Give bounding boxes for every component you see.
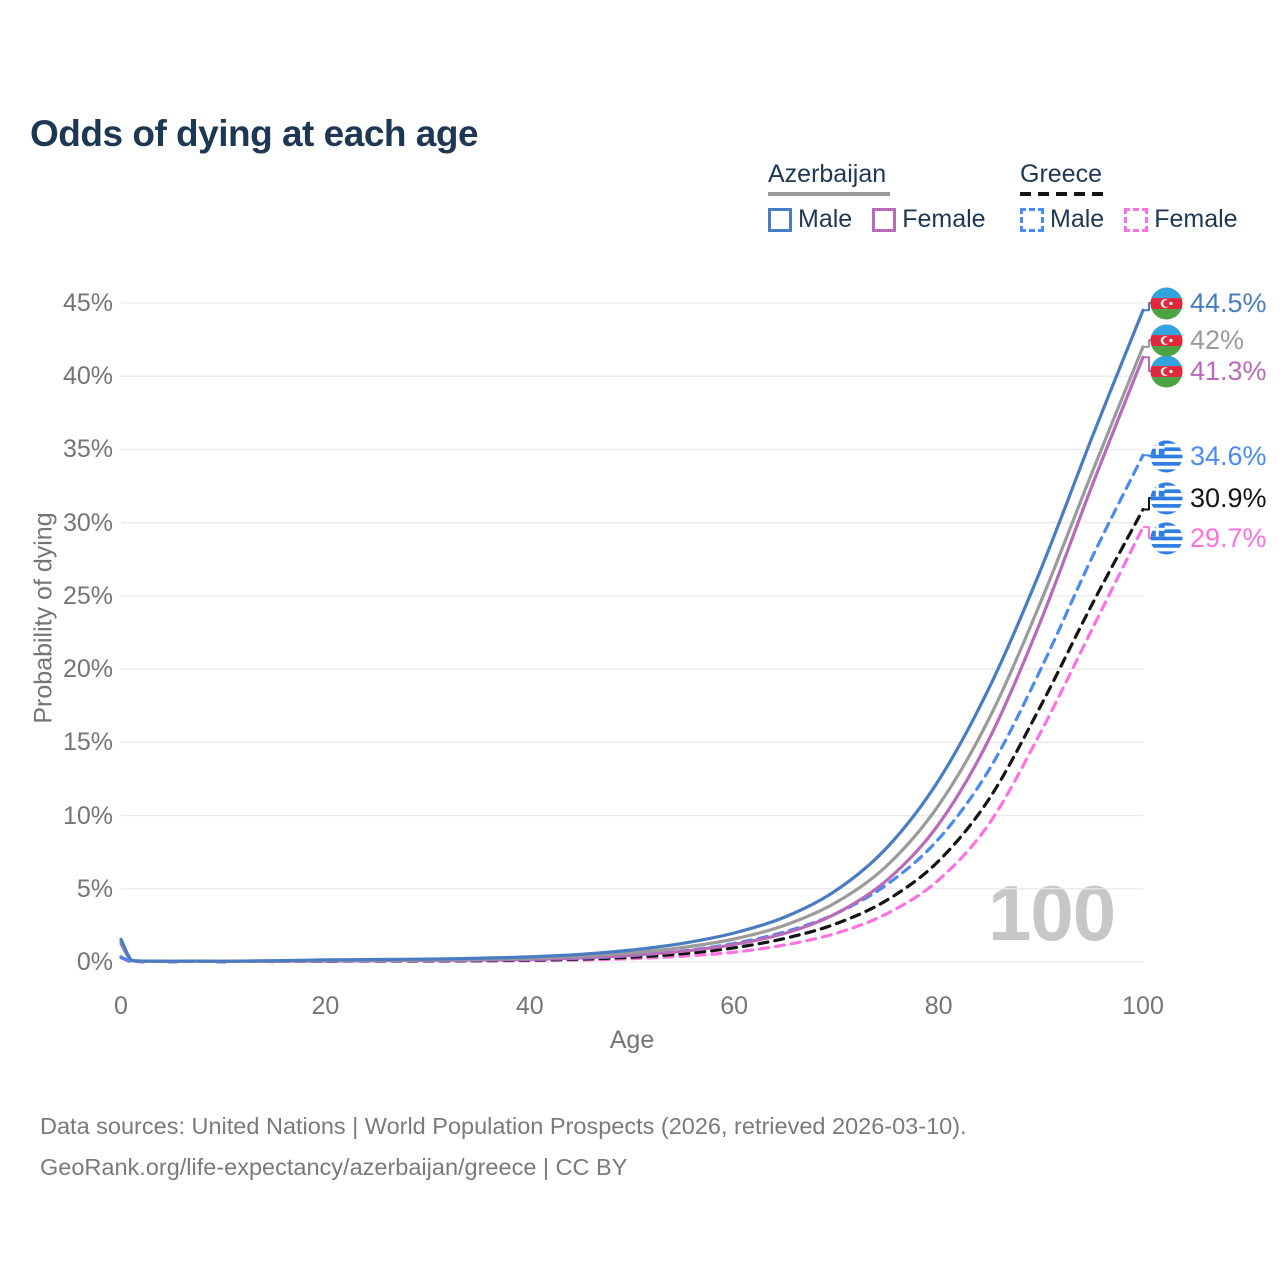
y-tick-label: 35% bbox=[62, 435, 113, 464]
legend-header-azerbaijan: Azerbaijan bbox=[768, 160, 887, 188]
y-tick-label: 10% bbox=[62, 801, 113, 830]
series-end-value: 34.6% bbox=[1190, 440, 1267, 471]
series-end-value: 30.9% bbox=[1190, 482, 1267, 513]
y-tick-label: 40% bbox=[62, 362, 113, 391]
x-axis-title: Age bbox=[609, 1026, 655, 1054]
legend-item-label: Male bbox=[1050, 205, 1105, 233]
x-tick-label: 20 bbox=[311, 992, 340, 1020]
country-flag-icon bbox=[1150, 522, 1183, 555]
legend-items-azerbaijan: Male Female bbox=[768, 205, 986, 234]
legend-swatch-solid-purple-icon bbox=[872, 207, 897, 232]
x-tick-label: 60 bbox=[720, 992, 749, 1020]
legend-group-greece: Greece Male Female bbox=[1020, 160, 1238, 234]
footer-attribution-line: GeoRank.org/life-expectancy/azerbaijan/g… bbox=[40, 1154, 628, 1180]
series-end-value: 44.5% bbox=[1190, 287, 1267, 318]
series-end-label: 29.7% bbox=[1150, 521, 1267, 555]
legend-item-greece-male[interactable]: Male bbox=[1020, 205, 1104, 234]
legend-underline-azerbaijan bbox=[768, 192, 890, 196]
footer-sources-line: Data sources: United Nations | World Pop… bbox=[40, 1113, 967, 1139]
y-tick-label: 0% bbox=[76, 948, 113, 976]
series-end-label: 34.6% bbox=[1150, 439, 1267, 473]
curve-azerbaijan-male bbox=[119, 308, 1145, 963]
x-tick-label: 40 bbox=[515, 992, 544, 1020]
legend-item-label: Female bbox=[902, 205, 986, 233]
legend-item-greece-female[interactable]: Female bbox=[1124, 205, 1238, 234]
legend-items-greece: Male Female bbox=[1020, 205, 1238, 234]
page-title: Odds of dying at each age bbox=[30, 112, 479, 154]
series-curves bbox=[119, 308, 1145, 964]
y-tick-label: 15% bbox=[62, 728, 113, 757]
x-tick-label: 0 bbox=[114, 992, 128, 1020]
country-flag-icon bbox=[1150, 287, 1183, 320]
series-end-label: 44.5% bbox=[1150, 286, 1267, 320]
y-tick-label: 30% bbox=[62, 508, 113, 537]
legend-item-label: Female bbox=[1154, 205, 1238, 233]
gridlines bbox=[121, 302, 1143, 963]
x-tick-label: 80 bbox=[924, 992, 953, 1020]
legend-swatch-solid-blue-icon bbox=[768, 207, 792, 232]
y-tick-label: 25% bbox=[62, 581, 113, 610]
legend-swatch-dashed-blue-icon bbox=[1020, 207, 1044, 232]
y-tick-label: 45% bbox=[62, 289, 113, 317]
series-end-value: 42% bbox=[1190, 324, 1245, 355]
footer: Data sources: United Nations | World Pop… bbox=[40, 1106, 967, 1188]
legend-underline-greece bbox=[1020, 192, 1104, 196]
country-flag-icon bbox=[1150, 440, 1183, 473]
legend-header-greece: Greece bbox=[1020, 160, 1102, 188]
legend-group-azerbaijan: Azerbaijan Male Female bbox=[768, 160, 986, 234]
legend-item-azerbaijan-female[interactable]: Female bbox=[872, 205, 986, 234]
y-tick-label: 20% bbox=[62, 655, 113, 684]
y-tick-label: 5% bbox=[76, 874, 113, 903]
series-end-label: 30.9% bbox=[1150, 481, 1267, 515]
legend-swatch-dashed-pink-icon bbox=[1124, 207, 1149, 232]
y-axis-title: Probability of dying bbox=[29, 512, 58, 724]
legend-item-label: Male bbox=[798, 205, 853, 233]
series-end-label: 41.3% bbox=[1150, 354, 1267, 388]
series-end-value: 41.3% bbox=[1190, 355, 1267, 386]
country-flag-icon bbox=[1150, 482, 1183, 515]
country-flag-icon bbox=[1150, 355, 1183, 388]
legend-item-azerbaijan-male[interactable]: Male bbox=[768, 205, 852, 234]
series-end-label: 42% bbox=[1150, 323, 1244, 357]
age-watermark: 100 bbox=[988, 869, 1116, 957]
series-end-value: 29.7% bbox=[1190, 522, 1267, 553]
x-tick-label: 100 bbox=[1122, 992, 1164, 1020]
country-flag-icon bbox=[1150, 324, 1183, 357]
